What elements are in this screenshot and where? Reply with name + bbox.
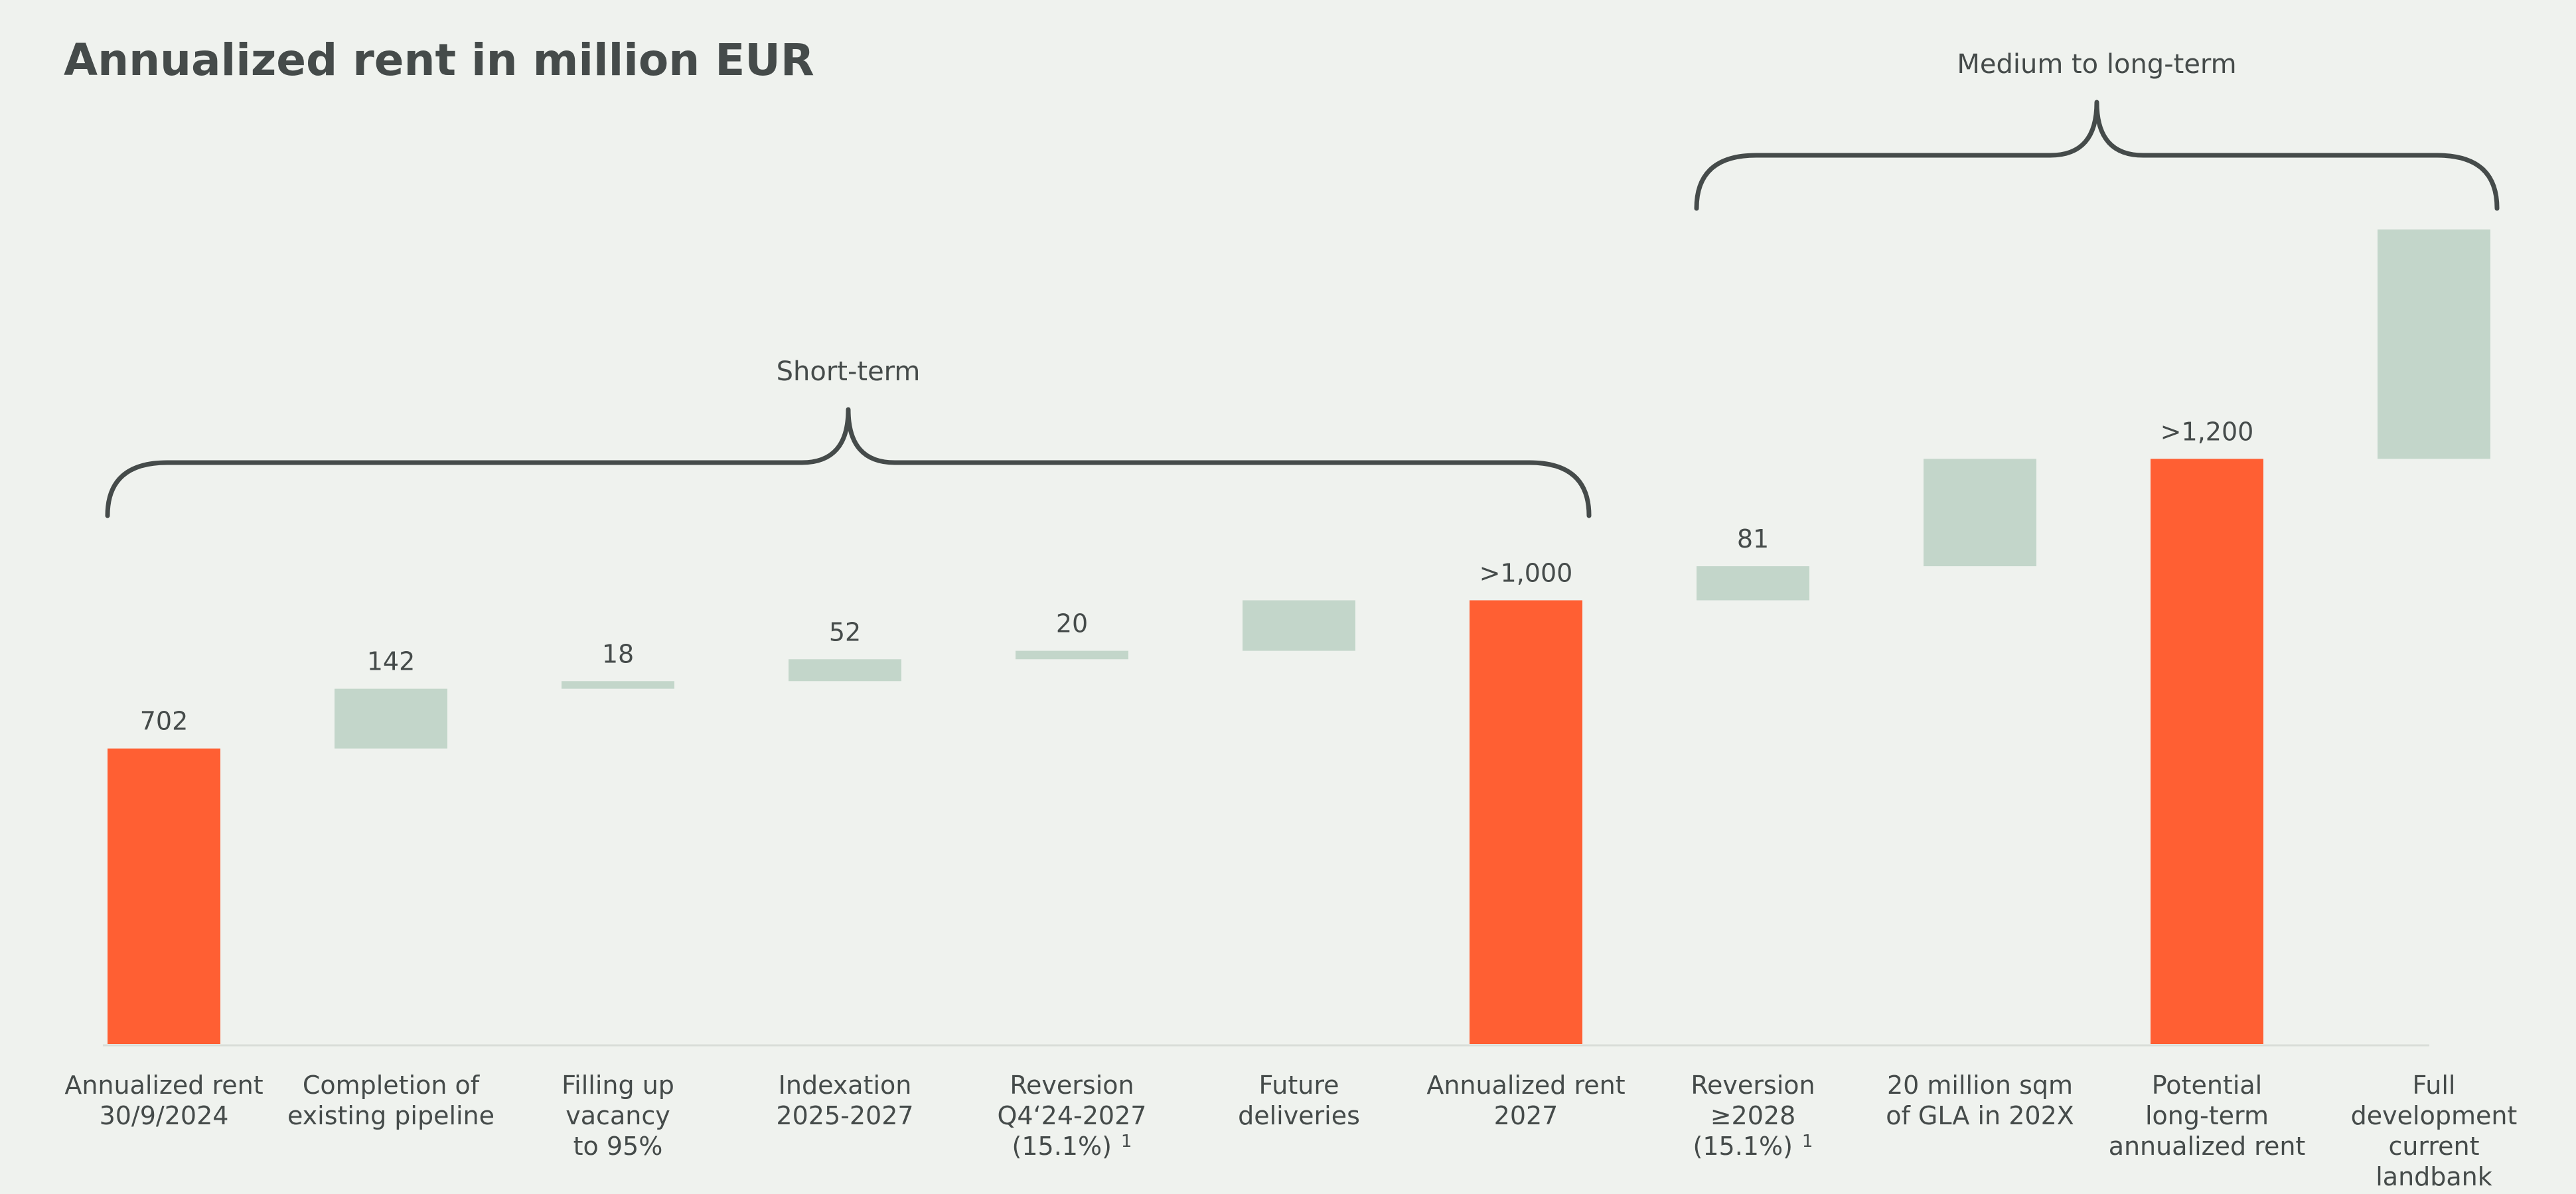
category-label-0: Annualized rent 30/9/2024 (64, 1071, 263, 1130)
group-bracket-1 (1694, 100, 2500, 211)
data-label-1: 142 (367, 647, 416, 676)
chart-title: Annualized rent in million EUR (64, 35, 814, 86)
category-label-7: Reversion ≥2028 (15.1%) 1 (1691, 1071, 1815, 1161)
data-label-0: 702 (140, 707, 189, 736)
group-bracket-0 (105, 407, 1592, 518)
bar-7 (1697, 566, 1809, 601)
bar-6 (1470, 600, 1582, 1044)
bar-8 (1924, 459, 2036, 567)
category-label-10: Full development current landbank (2351, 1071, 2518, 1191)
bar-3 (789, 659, 901, 682)
category-label-5: Future deliveries (1238, 1071, 1360, 1130)
category-label-2: Filling up vacancy to 95% (562, 1071, 674, 1161)
bar-1 (335, 688, 447, 749)
bar-4 (1016, 650, 1128, 660)
data-label-7: 81 (1737, 524, 1769, 554)
category-label-9: Potential long-term annualized rent (2109, 1071, 2306, 1161)
category-label-6: Annualized rent 2027 (1426, 1071, 1625, 1130)
data-label-3: 52 (829, 617, 861, 646)
bar-5 (1243, 600, 1355, 651)
data-label-9: >1,200 (2160, 417, 2254, 446)
group-label-0: Short-term (777, 356, 921, 387)
category-label-4: Reversion Q4‘24-2027 (15.1%) 1 (998, 1071, 1147, 1161)
bar-10 (2378, 229, 2490, 459)
data-label-6: >1,000 (1479, 558, 1573, 587)
bar-0 (108, 748, 220, 1044)
bar-2 (562, 681, 674, 689)
category-label-1: Completion of existing pipeline (287, 1071, 494, 1130)
category-label-8: 20 million sqm of GLA in 202X (1886, 1071, 2074, 1130)
bar-9 (2151, 459, 2263, 1044)
category-label-3: Indexation 2025-2027 (776, 1071, 913, 1130)
data-label-2: 18 (602, 639, 634, 668)
group-label-1: Medium to long-term (1957, 49, 2236, 80)
data-label-4: 20 (1056, 609, 1088, 638)
